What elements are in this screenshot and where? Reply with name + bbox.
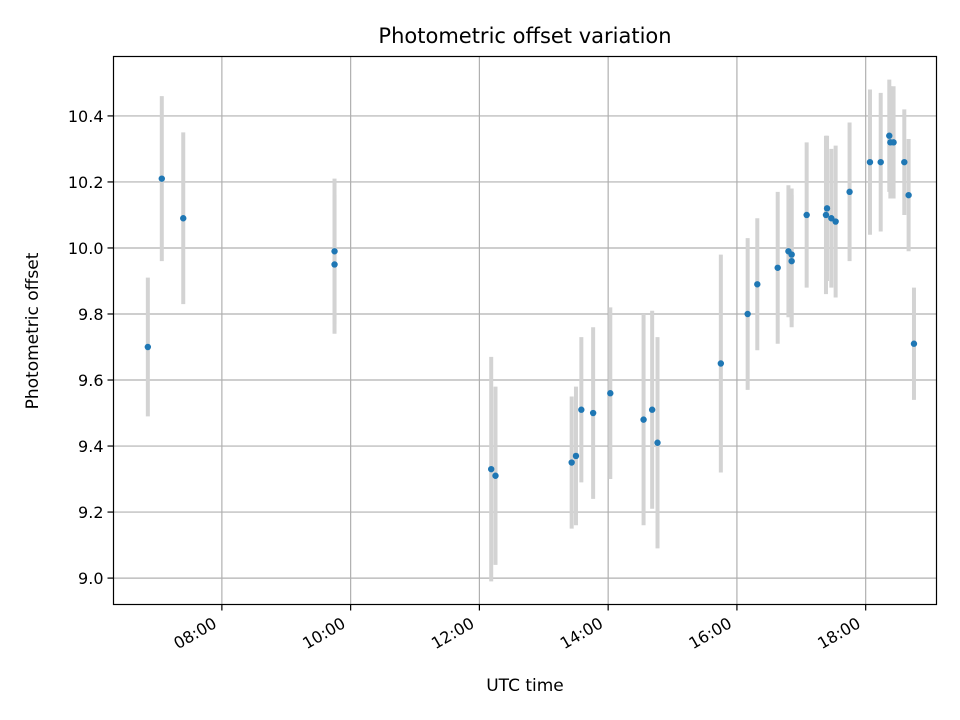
data-point [905,191,912,199]
data-point [910,340,918,347]
data-point [568,459,575,466]
data-point [803,211,810,219]
x-axis-label: UTC time [486,676,564,696]
data-point [488,465,495,473]
data-point [180,215,187,222]
y-tick-label: 9.0 [78,569,103,588]
data-point [717,360,725,367]
y-tick-label: 10.4 [68,107,104,126]
data-point [492,472,499,479]
data-point [331,261,338,268]
data-point [578,406,585,413]
data-point [607,390,614,397]
data-point [832,218,839,225]
data-point [648,406,656,413]
data-point [754,281,761,288]
y-tick-label: 10.0 [68,239,104,258]
chart-title: Photometric offset variation [378,24,671,48]
data-point [823,205,831,212]
data-point [822,211,830,219]
y-tick-label: 9.2 [78,503,103,522]
data-point [144,343,152,351]
y-tick-label: 9.4 [78,437,103,456]
y-axis-label: Photometric offset [23,252,43,409]
data-point [572,452,580,460]
data-point [901,158,908,166]
data-point [331,248,338,255]
grid [113,56,937,605]
data-point [158,175,165,182]
plot-frame [112,55,938,606]
data-point [877,158,884,166]
data-point [640,416,647,423]
data-point [866,158,874,166]
y-tick-label: 9.6 [78,371,103,390]
data-point [788,257,795,265]
data-point [890,139,897,146]
data-point [846,188,853,196]
data-points [144,132,918,479]
data-point [654,439,661,446]
data-point [886,132,893,139]
y-tick-label: 10.2 [68,173,104,192]
data-point [788,251,795,258]
y-axis: 9.0 9.2 9.4 9.6 9.8 10.0 10.2 10.4 [68,107,114,588]
data-point [744,310,751,318]
data-point [774,264,781,271]
y-tick-label: 9.8 [78,305,103,324]
data-point [589,409,597,417]
